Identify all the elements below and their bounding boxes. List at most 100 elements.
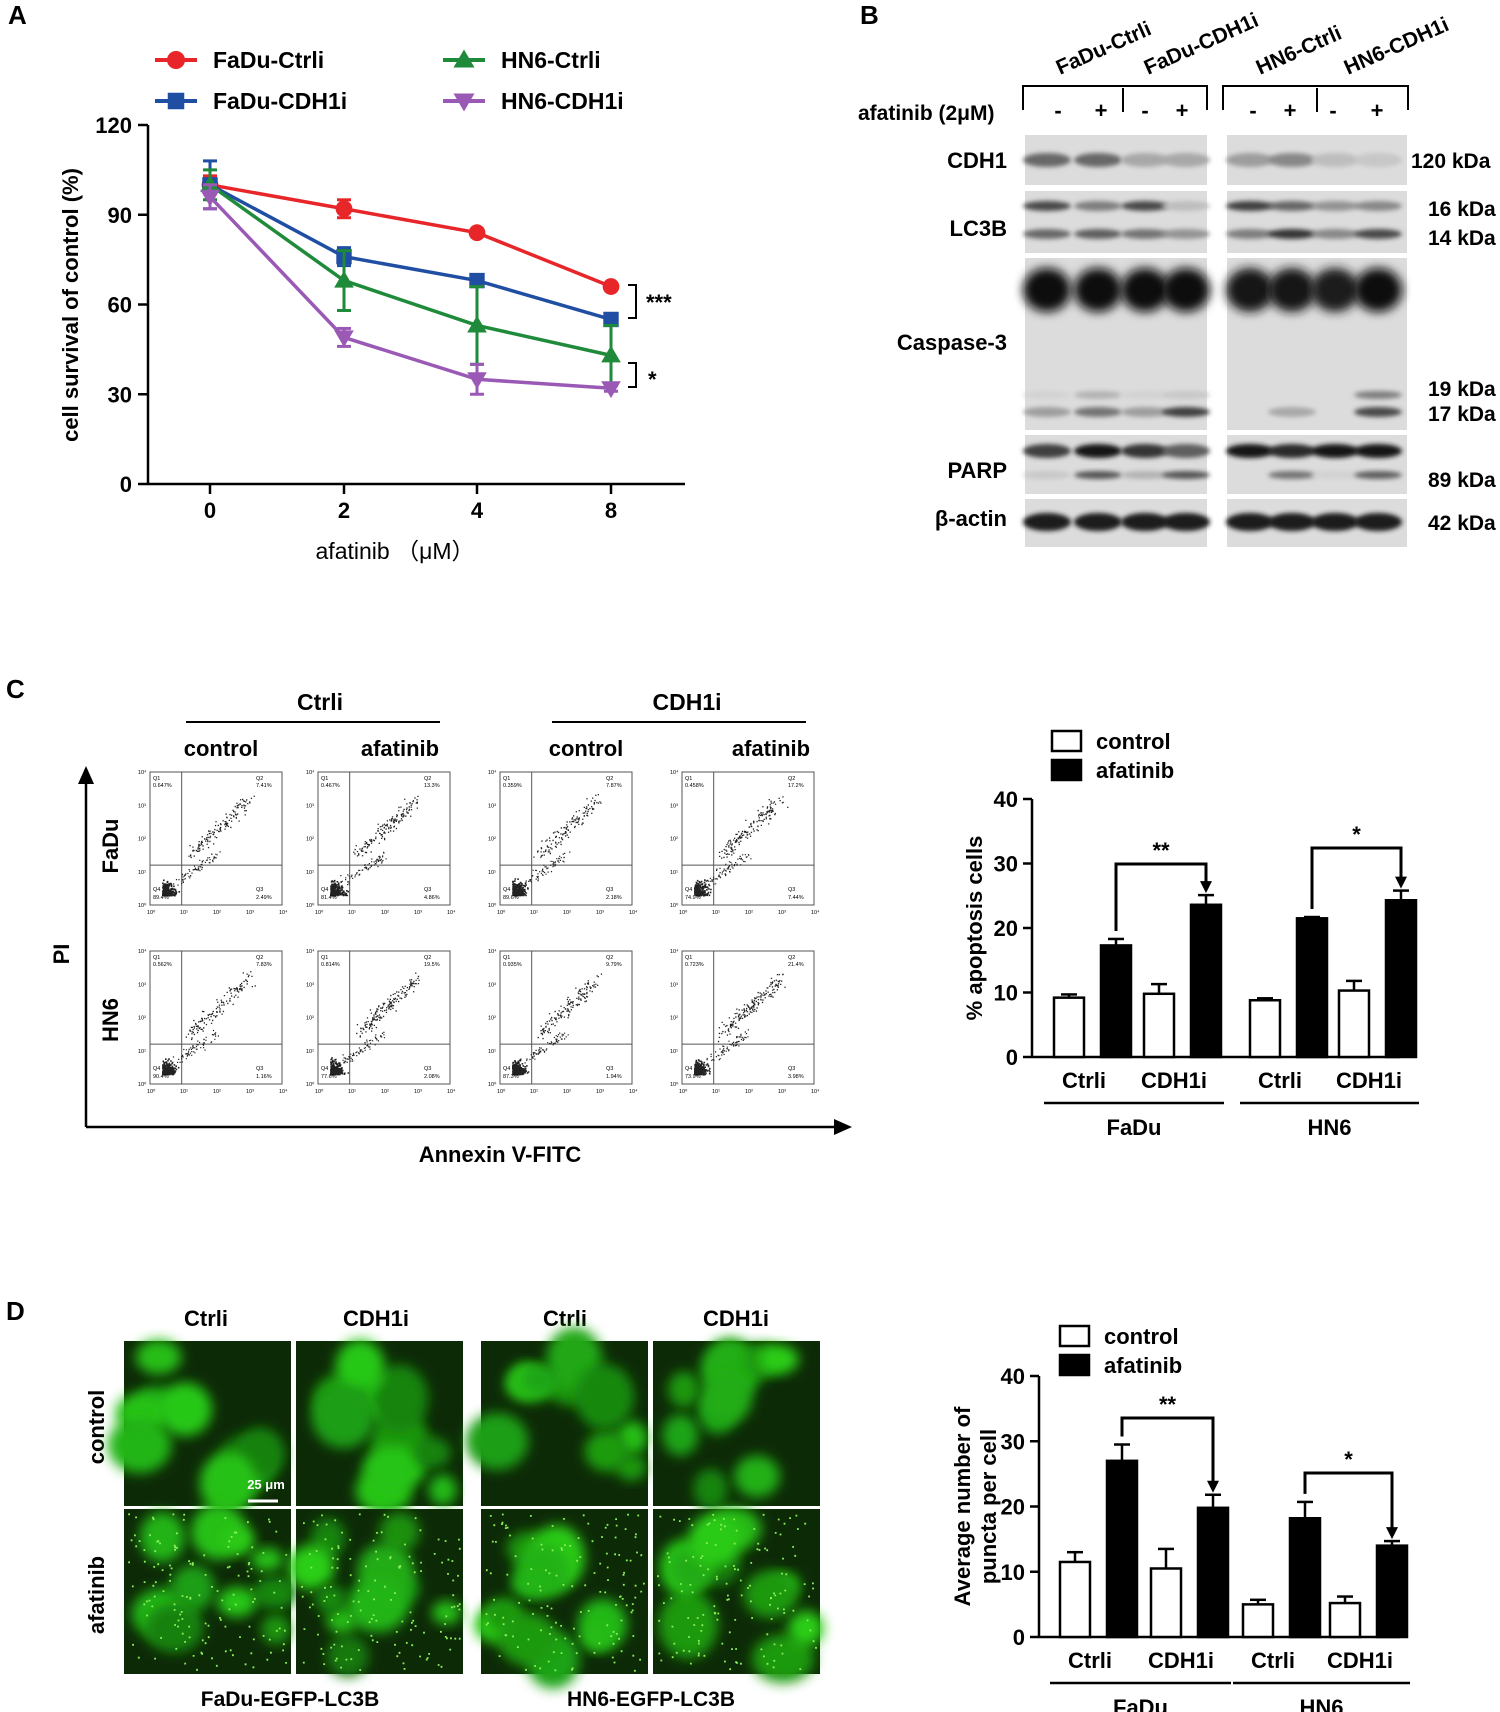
b-band [1226,229,1274,239]
d-cell [465,1412,529,1470]
a-data-point [602,278,620,295]
c-x-decade: 10² [381,1089,389,1095]
c-annexin-arrow [834,1119,852,1135]
c-y-decade: 10⁰ [670,1081,679,1088]
b-band [1023,229,1071,239]
c-y-tick-label: 40 [994,787,1018,812]
a-legend-label: FaDu-CDH1i [213,88,347,114]
d-y-tick-label: 30 [1001,1429,1025,1454]
c-event-dots [330,972,420,1076]
c-q1-label: Q1 [503,776,510,782]
b-band [1023,268,1071,312]
b-protein-cdh1: CDH1 [947,148,1007,173]
d-legend-label: afatinib [1104,1353,1182,1378]
b-band [1121,513,1169,531]
d-puncta [485,1513,645,1672]
c-y-decade: 10² [138,837,146,843]
b-band [1354,268,1402,312]
a-series [200,159,621,399]
d-category-label: Ctrli [1251,1648,1295,1673]
a-x-tick-label: 0 [204,498,216,523]
c-x-decade: 10¹ [530,910,538,916]
c-x-decade: 10⁴ [811,909,820,916]
c-q1-value: 0.562% [153,962,172,968]
b-band [1121,201,1169,211]
b-band [1226,268,1274,312]
a-y-tick-label: 0 [120,472,132,497]
d-cell [687,1513,743,1567]
c-q2-value: 21.4% [788,962,804,968]
c-category-label: Ctrli [1062,1068,1106,1093]
c-q4-value: 77.6% [321,1074,337,1080]
d-sig-label: ** [1159,1392,1177,1417]
c-q2-label: Q2 [256,955,263,961]
c-bar [1248,998,1282,1059]
c-legend-label: control [1096,729,1171,754]
a-data-point [334,330,354,348]
a-y-tick-label: 90 [108,203,132,228]
c-x-decade: 10⁰ [497,909,506,916]
c-y-decade: 10⁴ [138,948,147,955]
c-x-decade: 10⁴ [811,1088,820,1095]
c-q3-label: Q3 [606,1066,613,1072]
b-treatment-mark: + [1095,98,1108,123]
a-data-point [467,315,487,333]
c-q4-value: 89.6% [503,895,519,901]
a-sig-label-1: *** [646,290,672,315]
c-q2-value: 13.3% [424,783,440,789]
d-fluorescence-images: 25 μm [107,1327,824,1689]
b-band [1121,268,1169,312]
c-y-decade: 10⁴ [488,948,497,955]
b-size-17: 17 kDa [1428,403,1496,426]
c-q1-label: Q1 [685,776,692,782]
c-y-decade: 10⁴ [306,948,315,955]
c-x-decade: 10³ [596,1089,604,1095]
c-q3-value: 7.44% [788,895,804,901]
c-x-decade: 10⁰ [679,909,688,916]
c-y-decade: 10³ [138,803,146,809]
c-y-tick-label: 20 [994,916,1018,941]
b-protein-beta-actin: β-actin [935,506,1007,531]
c-y-decade: 10³ [488,803,496,809]
b-band [1074,268,1122,312]
d-y-axis-label-1: Average number of [950,1406,975,1606]
d-bar [1058,1560,1092,1639]
d-cell [370,1364,429,1433]
panel-d: Ctrli CDH1i Ctrli CDH1i control afatinib… [84,1306,1410,1712]
c-q1-value: 0.814% [321,962,340,968]
b-blot-strip [1227,191,1407,253]
c-plot-frame [499,950,633,1085]
d-cell [734,1455,780,1498]
c-x-decade: 10⁴ [629,909,638,916]
c-q4-label: Q4 [153,887,160,893]
c-sig-arrow [1395,876,1407,889]
d-cell [787,1610,824,1647]
b-band [1226,513,1274,531]
c-y-decade: 10² [306,837,314,843]
b-protein-parp: PARP [948,458,1008,483]
a-legend-label: FaDu-Ctrli [213,47,324,73]
c-x-decade: 10⁰ [315,909,324,916]
a-series-line [208,183,612,358]
a-data-point [468,224,486,242]
c-x-decade: 10³ [246,910,254,916]
c-group-ctrli: Ctrli [297,689,343,715]
b-band [1226,201,1274,211]
a-legend-label: HN6-CDH1i [501,88,624,114]
c-q3-label: Q3 [424,1066,431,1072]
c-event-dots [694,973,786,1076]
c-y-decade: 10¹ [670,1049,678,1055]
b-band [1074,201,1122,211]
a-data-point [467,372,487,390]
c-group-cdh1i: CDH1i [652,689,721,715]
b-treatment-mark: - [1329,98,1336,123]
d-cell [139,1511,186,1563]
b-treatment-mark: - [1054,98,1061,123]
c-q2-label: Q2 [424,776,431,782]
b-band [1354,471,1402,479]
a-y-tick-label: 60 [108,293,132,318]
d-bar [1375,1544,1409,1639]
panel-label-a: A [8,0,27,30]
